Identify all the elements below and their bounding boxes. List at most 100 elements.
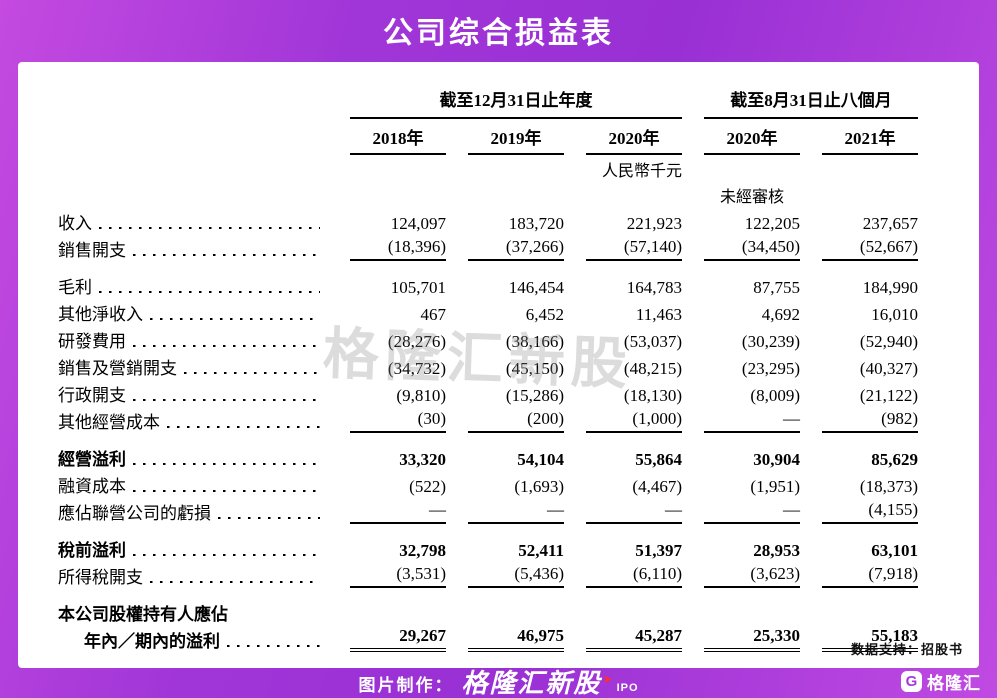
row-label: 研發費用: [58, 332, 126, 351]
brand-text: 格隆汇新股: [461, 668, 602, 698]
cell-value: —: [468, 500, 564, 524]
table-row: 應佔聯營公司的虧損 — — — — (4,155): [58, 497, 918, 524]
income-statement-table: 截至12月31日止年度 截至8月31日止八個月 2018年 2019年 2020…: [58, 86, 918, 652]
row-label: 本公司股權持有人應佔: [58, 605, 228, 624]
cell-value: 63,101: [871, 541, 918, 560]
cell-value: 29,267: [350, 626, 446, 652]
cell-value: (1,000): [586, 409, 682, 433]
unaudited-note: 未經審核: [719, 189, 784, 206]
group-header-annual: 截至12月31日止年度: [350, 86, 682, 119]
gelonghui-logo: G 格隆汇: [901, 669, 981, 694]
cell-value: 122,205: [744, 214, 800, 233]
cell-value: (18,396): [350, 237, 446, 261]
cell-value: (53,037): [623, 332, 682, 351]
cell-value: 46,975: [468, 626, 564, 652]
cell-value: (34,450): [704, 237, 800, 261]
cell-value: 25,330: [704, 626, 800, 652]
dot-leader: [133, 398, 320, 401]
cell-value: 32,798: [399, 541, 446, 560]
cell-value: (9,810): [396, 386, 446, 405]
row-label: 收入: [58, 214, 92, 233]
cell-value: (15,286): [505, 386, 564, 405]
currency-unit-note: 人民幣千元: [601, 163, 682, 180]
year-header-row: 2018年 2019年 2020年 2020年 2021年: [58, 119, 918, 155]
cell-value: —: [704, 409, 800, 433]
table-row: 其他經營成本 (30) (200) (1,000) — (982): [58, 406, 918, 433]
cell-value: 87,755: [753, 278, 800, 297]
row-label: 經營溢利: [58, 450, 126, 469]
table-row: 本公司股權持有人應佔: [58, 588, 918, 625]
footer-bar: 图片制作： 格隆汇新股 ➤ IPO: [0, 668, 997, 698]
dot-leader: [133, 489, 320, 492]
cell-value: (982): [822, 409, 918, 433]
cell-value: (18,373): [859, 477, 918, 496]
year-header: 2020年: [586, 124, 682, 155]
cell-value: (7,918): [822, 564, 918, 588]
cell-value: 55,864: [635, 450, 682, 469]
year-header: 2018年: [350, 124, 446, 155]
dot-leader: [167, 425, 320, 428]
cell-value: (57,140): [586, 237, 682, 261]
unaudited-note-row: 未經審核: [58, 181, 918, 207]
cell-value: 28,953: [753, 541, 800, 560]
cell-value: 237,657: [862, 214, 918, 233]
cell-value: (21,122): [859, 386, 918, 405]
table-card: 截至12月31日止年度 截至8月31日止八個月 2018年 2019年 2020…: [18, 62, 979, 668]
data-source-note: 数据支持：招股书: [850, 642, 963, 657]
dot-leader: [227, 644, 320, 647]
cell-value: 221,923: [626, 214, 682, 233]
cell-value: 467: [420, 305, 447, 324]
table-row: 所得稅開支 (3,531) (5,436) (6,110) (3,623) (7…: [58, 561, 918, 588]
table-row: 毛利 105,701 146,454 164,783 87,755 184,99…: [58, 261, 918, 298]
row-label: 融資成本: [58, 477, 126, 496]
cell-value: (1,693): [514, 477, 564, 496]
table-row: 收入 124,097 183,720 221,923 122,205 237,6…: [58, 207, 918, 234]
cell-value: 45,287: [586, 626, 682, 652]
dot-leader: [133, 344, 320, 347]
table-row: 年內／期內的溢利 29,267 46,975 45,287 25,330 55,…: [58, 625, 918, 652]
row-label: 年內／期內的溢利: [84, 632, 220, 651]
cell-value: (522): [409, 477, 446, 496]
dot-leader: [133, 462, 320, 465]
row-label: 行政開支: [58, 386, 126, 405]
cell-value: 33,320: [399, 450, 446, 469]
cell-value: 146,454: [508, 278, 564, 297]
row-label: 稅前溢利: [58, 541, 126, 560]
cell-value: (30): [350, 409, 446, 433]
table-row: 融資成本 (522) (1,693) (4,467) (1,951) (18,3…: [58, 470, 918, 497]
cell-value: —: [704, 500, 800, 524]
year-header: 2021年: [822, 124, 918, 155]
cell-value: 183,720: [508, 214, 564, 233]
cell-value: 52,411: [518, 541, 564, 560]
cell-value: 16,010: [871, 305, 918, 324]
cell-value: (34,732): [387, 359, 446, 378]
cell-value: (1,951): [750, 477, 800, 496]
cell-value: (38,166): [505, 332, 564, 351]
cell-value: —: [350, 500, 446, 524]
cell-value: 105,701: [390, 278, 446, 297]
row-label: 銷售開支: [58, 241, 126, 260]
dot-leader: [150, 317, 320, 320]
cell-value: 4,692: [761, 305, 800, 324]
cell-value: (28,276): [387, 332, 446, 351]
cell-value: (52,940): [859, 332, 918, 351]
page-title: 公司综合损益表: [383, 17, 614, 50]
cell-value: (4,467): [632, 477, 682, 496]
cell-value: (6,110): [586, 564, 682, 588]
cell-value: 55,183: [822, 626, 918, 652]
logo-text: 格隆汇: [927, 674, 981, 693]
cell-value: 11,463: [635, 305, 682, 324]
dot-leader: [150, 580, 320, 583]
cell-value: (40,327): [859, 359, 918, 378]
cell-value: (3,623): [704, 564, 800, 588]
table-row: 經營溢利 33,320 54,104 55,864 30,904 85,629: [58, 433, 918, 470]
cell-value: 6,452: [525, 305, 564, 324]
ipo-label: IPO: [616, 682, 639, 694]
cell-value: 124,097: [390, 214, 446, 233]
table-row: 稅前溢利 32,798 52,411 51,397 28,953 63,101: [58, 524, 918, 561]
dot-leader: [133, 253, 320, 256]
g-letter-icon: G: [901, 671, 922, 692]
unit-note-row: 人民幣千元: [58, 155, 918, 181]
dot-leader: [133, 553, 320, 556]
